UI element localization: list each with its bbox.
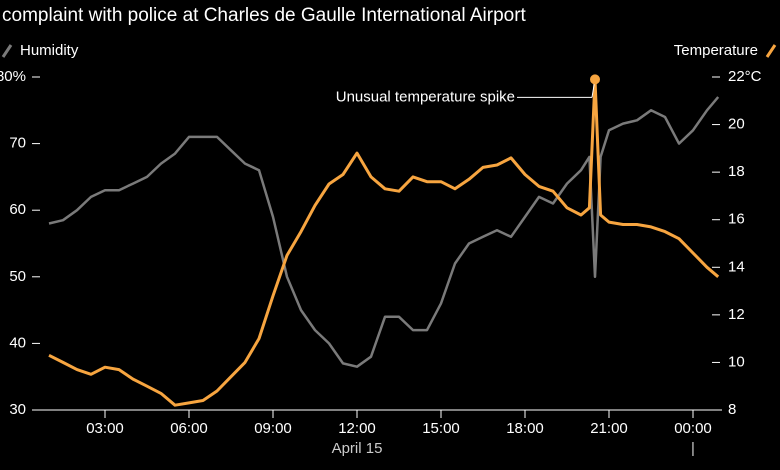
- x-tick-label: 18:00: [506, 420, 544, 437]
- x-tick-label: 09:00: [254, 420, 292, 437]
- y-tick-label: 60: [9, 201, 26, 218]
- y2-tick-label: 20: [728, 116, 745, 133]
- annotation-text: Unusual temperature spike: [336, 88, 515, 105]
- y2-tick-label: 8: [728, 401, 736, 418]
- y-tick-label: 50: [9, 268, 26, 285]
- x-tick-label: 15:00: [422, 420, 460, 437]
- x-group-label: April 15: [332, 440, 383, 457]
- annotation-point: [590, 74, 600, 85]
- y2-tick-label: 18: [728, 163, 745, 180]
- x-group-label: |: [691, 440, 695, 457]
- x-tick-label: 21:00: [590, 420, 628, 437]
- y2-tick-label: 22°C: [728, 68, 762, 85]
- y2-tick-label: 12: [728, 306, 745, 323]
- y-tick-label: 30: [9, 401, 26, 418]
- y-tick-label: 80%: [0, 68, 26, 85]
- y-tick-label: 70: [9, 135, 26, 152]
- x-tick-label: 06:00: [170, 420, 208, 437]
- chart-title: complaint with police at Charles de Gaul…: [2, 5, 527, 26]
- y2-tick-label: 10: [728, 353, 745, 370]
- x-tick-label: 00:00: [674, 420, 712, 437]
- series-line: [48, 96, 720, 368]
- legend-swatch: [765, 44, 777, 58]
- x-tick-label: 12:00: [338, 420, 376, 437]
- series-line: [48, 77, 720, 407]
- y-tick-label: 40: [9, 334, 26, 351]
- y2-tick-label: 14: [728, 258, 745, 275]
- legend-label: Humidity: [20, 42, 79, 59]
- legend-swatch: [1, 44, 13, 58]
- x-tick-label: 03:00: [86, 420, 124, 437]
- y2-tick-label: 16: [728, 211, 745, 228]
- legend-label: Temperature: [674, 42, 758, 59]
